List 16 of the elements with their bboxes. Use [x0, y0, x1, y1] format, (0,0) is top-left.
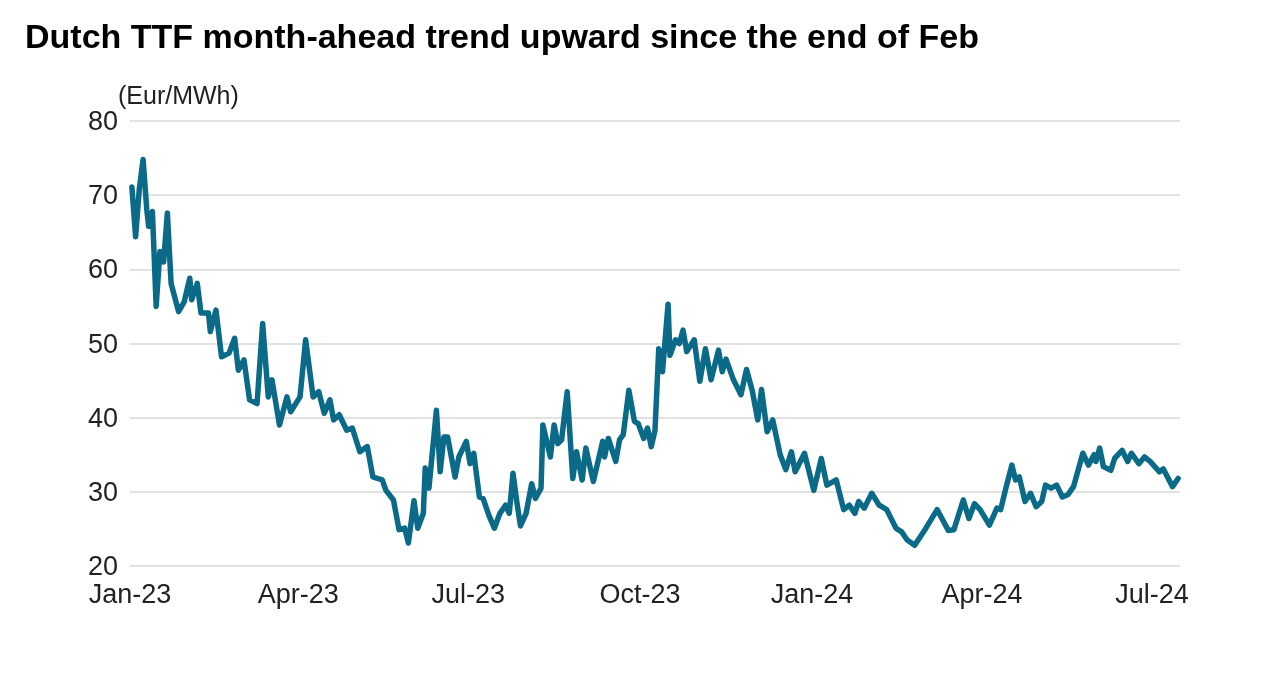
- y-tick-label: 80: [87, 106, 118, 136]
- y-tick-label: 50: [87, 328, 118, 359]
- x-tick-label: Jul-24: [1115, 578, 1189, 609]
- y-tick-label: 30: [87, 476, 118, 507]
- y-axis-title: (Eur/MWh): [118, 80, 239, 109]
- chart-title: Dutch TTF month-ahead trend upward since the end of Feb: [25, 17, 979, 55]
- y-tick-label: 40: [87, 402, 118, 433]
- x-tick-label: Jan-23: [88, 578, 172, 609]
- x-tick-label: Oct-23: [599, 578, 681, 609]
- y-tick-label: 60: [87, 254, 118, 285]
- y-tick-label: 70: [87, 180, 118, 211]
- x-tick-label: Apr-24: [941, 578, 1023, 609]
- y-tick-label: 20: [87, 551, 118, 581]
- x-tick-label: Jul-23: [431, 578, 505, 609]
- x-tick-label: Jan-24: [770, 578, 854, 609]
- x-tick-label: Apr-23: [257, 578, 339, 609]
